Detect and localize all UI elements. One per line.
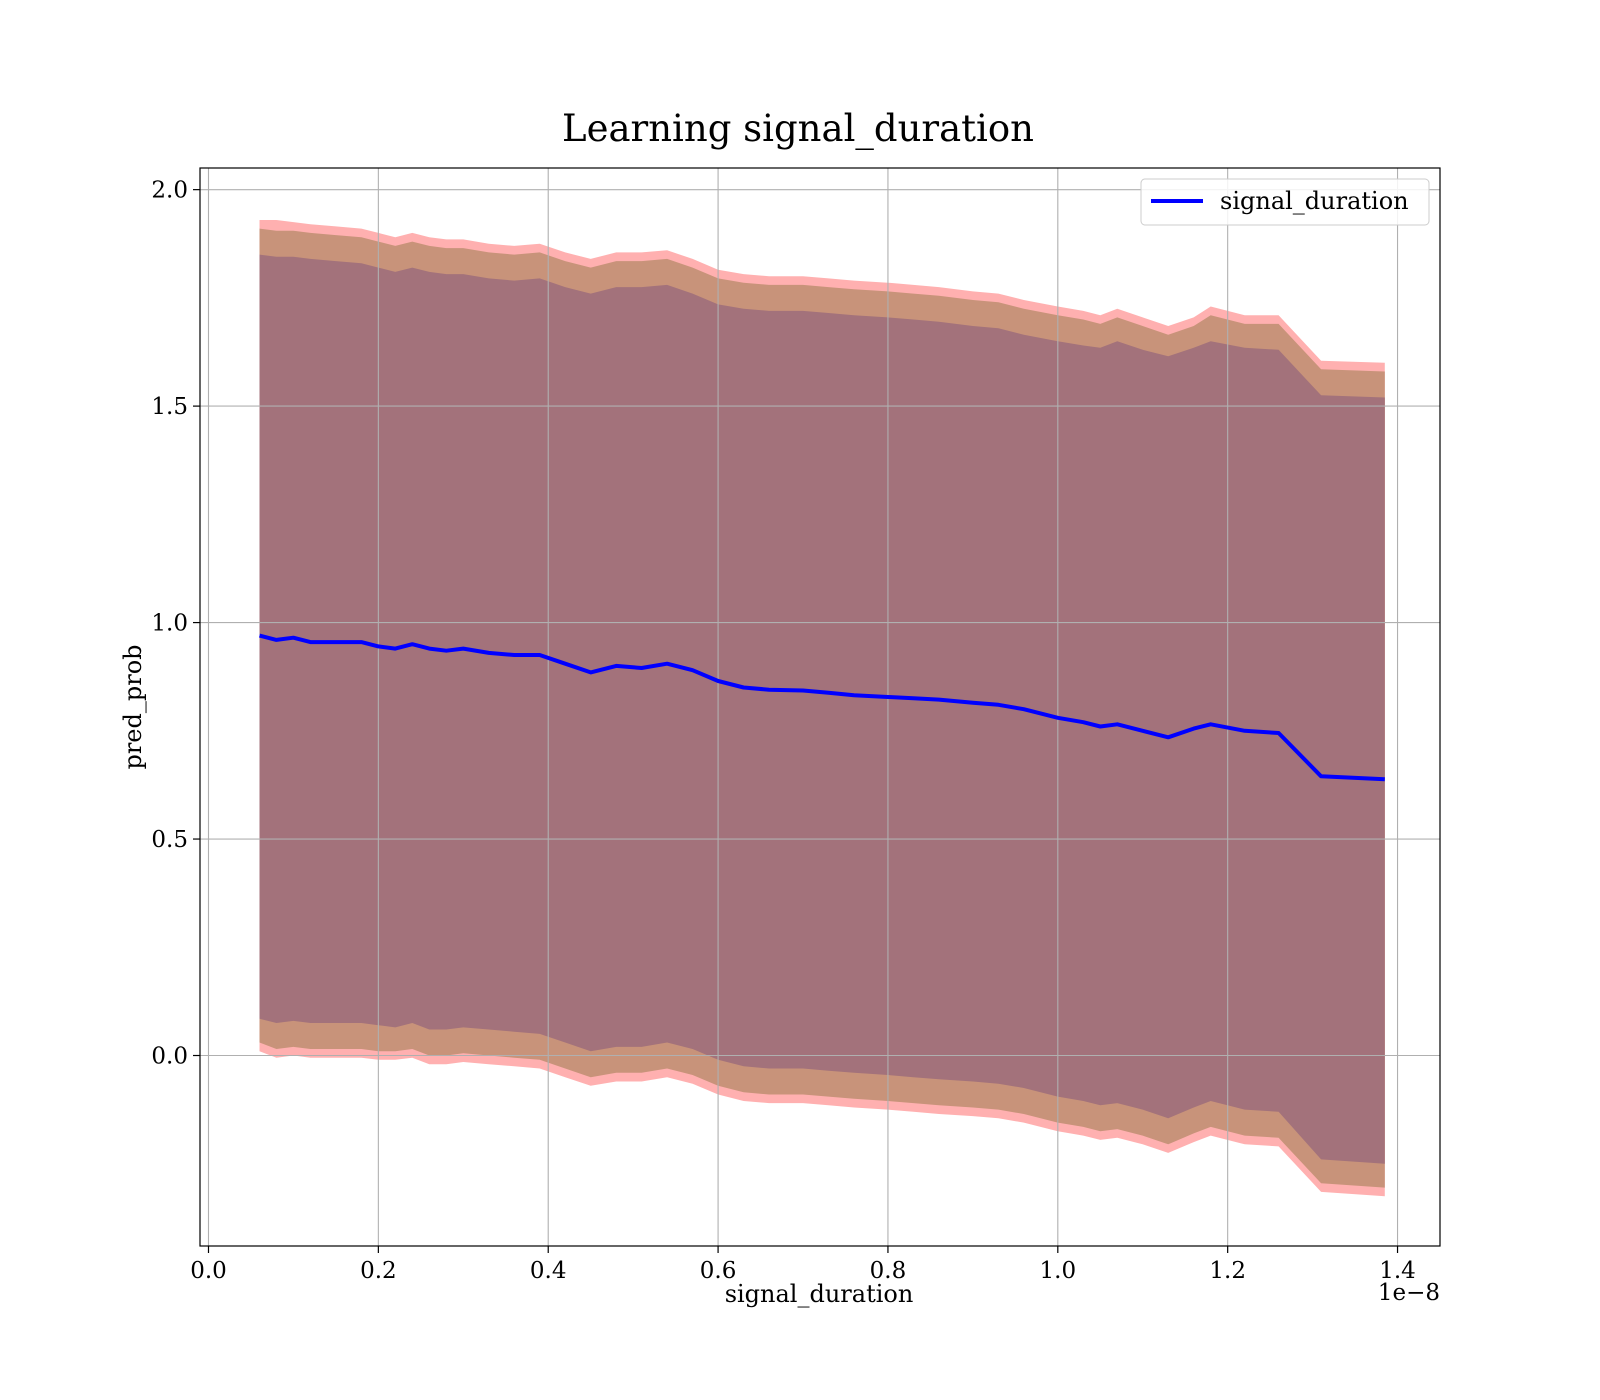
plot-frame xyxy=(199,167,1441,1247)
legend-box xyxy=(1140,178,1430,226)
y-tick-label: 1.0 xyxy=(151,611,188,637)
x-axis-ticks: 0.0 0.2 0.4 0.6 0.8 1.0 1.2 1.4 xyxy=(190,1246,1416,1284)
y-tick-label: 2.0 xyxy=(151,178,188,204)
y-tick-label: 0.0 xyxy=(151,1044,188,1070)
y-tick-label: 1.5 xyxy=(151,394,188,420)
series-line-group xyxy=(259,633,1385,782)
x-tick-label: 1.2 xyxy=(1209,1258,1246,1284)
y-tick-label: 0.5 xyxy=(151,827,188,853)
series-line xyxy=(259,633,1385,782)
grid xyxy=(200,168,1440,1246)
x-axis-label: signal_duration xyxy=(725,1280,914,1308)
x-tick-label: 1.0 xyxy=(1040,1258,1077,1284)
x-tick-label: 0.0 xyxy=(190,1258,227,1284)
confidence-bands xyxy=(259,220,1385,1197)
legend: signal_duration xyxy=(1140,178,1430,226)
x-tick-label: 0.6 xyxy=(700,1258,737,1284)
x-tick-label: 0.4 xyxy=(530,1258,567,1284)
legend-label: signal_duration xyxy=(1220,187,1409,215)
chart-title: Learning signal_duration xyxy=(562,107,1034,151)
band-inner xyxy=(259,254,1385,1164)
x-tick-label: 0.2 xyxy=(360,1258,397,1284)
y-axis-label: pred_prob xyxy=(119,644,147,769)
x-tick-label: 1.4 xyxy=(1379,1258,1416,1284)
y-axis-ticks: 0.0 0.5 1.0 1.5 2.0 xyxy=(151,178,200,1070)
x-axis-offset-label: 1e−8 xyxy=(1378,1280,1440,1306)
x-tick-label: 0.8 xyxy=(870,1258,907,1284)
